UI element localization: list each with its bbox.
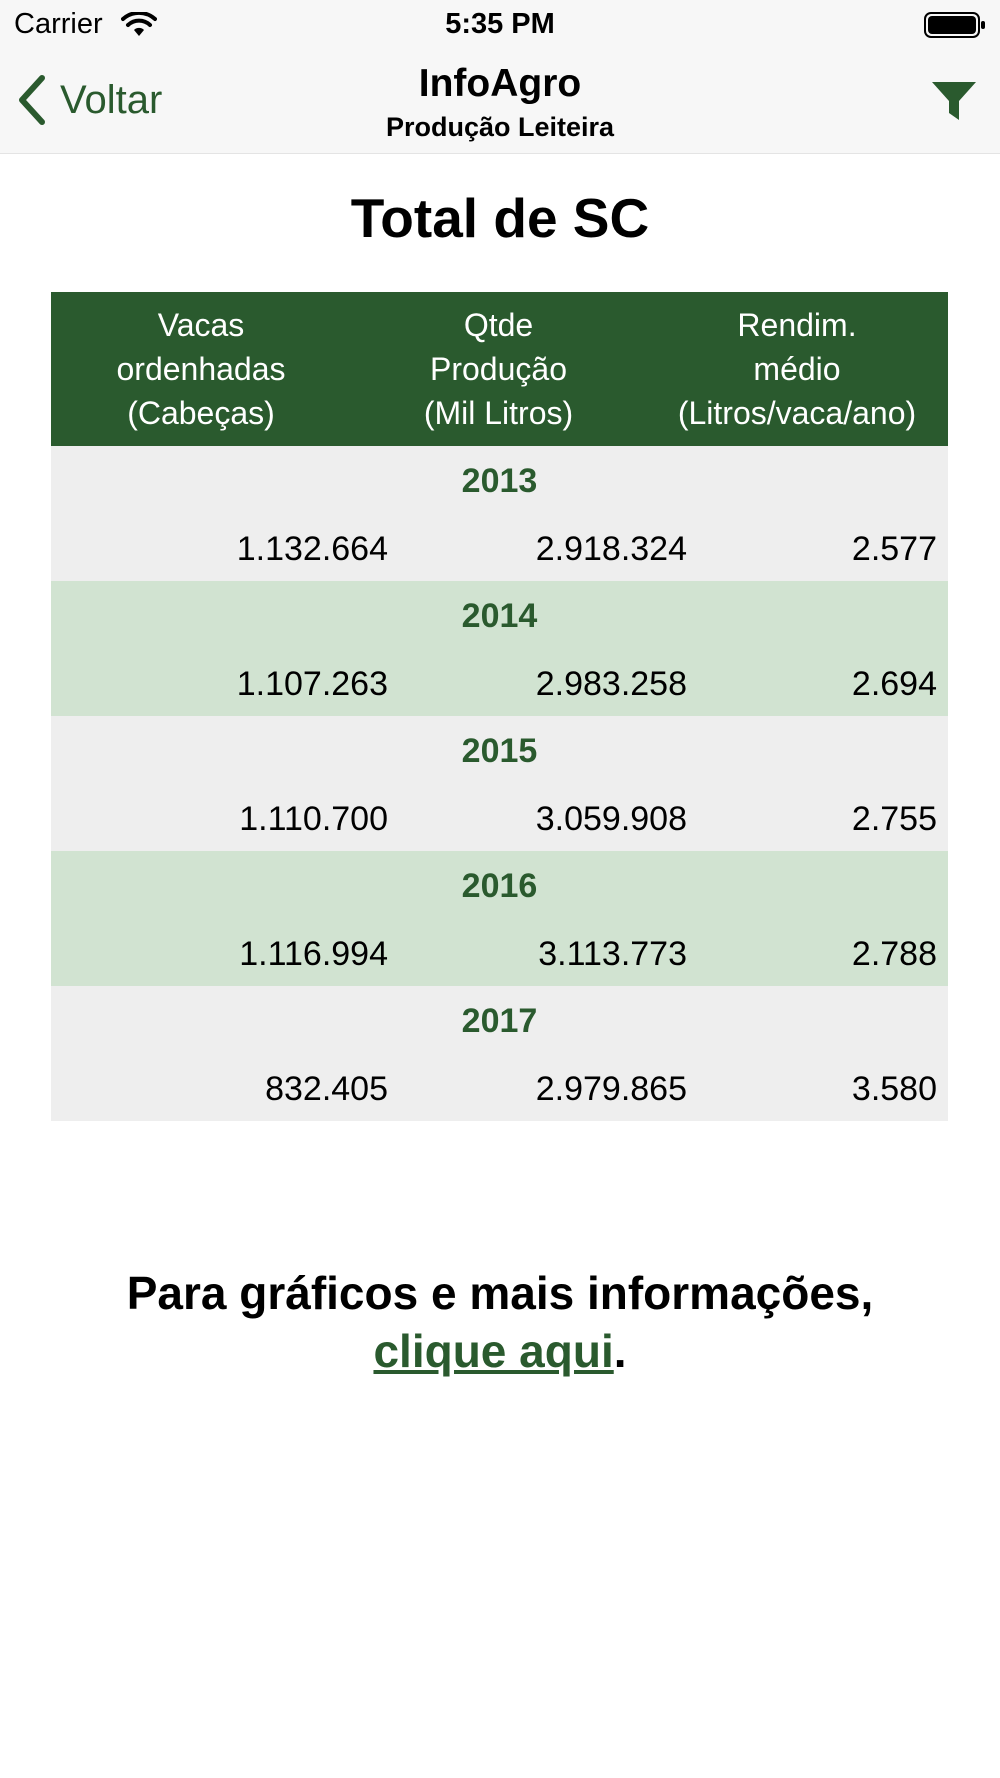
row-year: 2015: [461, 732, 538, 770]
cell-producao: 3.113.773: [538, 935, 687, 973]
cell-rendimento: 2.577: [851, 530, 937, 568]
page-title: Total de SC: [350, 187, 650, 249]
table-row: 2017 832.405 2.979.865 3.580: [51, 986, 948, 1121]
click-here-link[interactable]: clique aqui: [373, 1325, 614, 1377]
table-header: Vacas ordenhadas (Cabeças) Qtde Produção…: [51, 292, 948, 446]
cell-vacas: 1.107.263: [236, 665, 388, 703]
cell-rendimento: 2.755: [851, 800, 937, 838]
nav-title: InfoAgro: [418, 62, 582, 105]
cell-rendimento: 3.580: [851, 1070, 937, 1108]
cell-producao: 2.979.865: [535, 1070, 687, 1108]
row-year: 2016: [461, 867, 538, 905]
status-bar: Carrier 5:35 PM: [0, 0, 1000, 50]
cell-vacas: 1.116.994: [239, 935, 388, 973]
table-row: 2014 1.107.263 2.983.258 2.694: [51, 581, 948, 716]
cell-producao: 2.918.324: [535, 530, 687, 568]
battery-icon: [924, 12, 985, 38]
status-time: 5:35 PM: [445, 8, 555, 40]
cell-vacas: 832.405: [265, 1070, 388, 1108]
cell-producao: 3.059.908: [535, 800, 687, 838]
row-year: 2013: [461, 462, 538, 500]
table-row: 2016 1.116.994 3.113.773 2.788: [51, 851, 948, 986]
wifi-icon: [121, 12, 157, 36]
cell-rendimento: 2.788: [851, 935, 937, 973]
back-button[interactable]: Voltar: [16, 72, 162, 128]
production-table: Vacas ordenhadas (Cabeças) Qtde Produção…: [51, 292, 948, 1121]
cell-rendimento: 2.694: [851, 665, 937, 703]
more-info-label: Para gráficos e mais informações,: [126, 1267, 874, 1319]
cell-producao: 2.983.258: [535, 665, 687, 703]
nav-subtitle: Produção Leiteira: [385, 112, 615, 142]
table-row: 2015 1.110.700 3.059.908 2.755: [51, 716, 948, 851]
more-info-suffix: .: [613, 1325, 627, 1377]
header-vacas: Vacas ordenhadas (Cabeças): [116, 307, 286, 431]
cell-vacas: 1.110.700: [239, 800, 388, 838]
filter-icon[interactable]: [930, 78, 978, 124]
table-row: 2013 1.132.664 2.918.324 2.577: [51, 446, 948, 581]
row-year: 2017: [461, 1002, 538, 1040]
header-rendimento: Rendim. médio (Litros/vaca/ano): [677, 307, 917, 431]
navigation-bar: Voltar InfoAgro Produção Leiteira: [0, 50, 1000, 154]
row-year: 2014: [461, 597, 538, 635]
cell-vacas: 1.132.664: [236, 530, 388, 568]
back-button-label: Voltar: [60, 77, 163, 122]
chevron-left-icon: [19, 75, 45, 125]
header-producao: Qtde Produção (Mil Litros): [423, 307, 574, 431]
carrier-label: Carrier: [14, 8, 103, 40]
more-info-text: Para gráficos e mais informações, clique…: [0, 1264, 1000, 1380]
